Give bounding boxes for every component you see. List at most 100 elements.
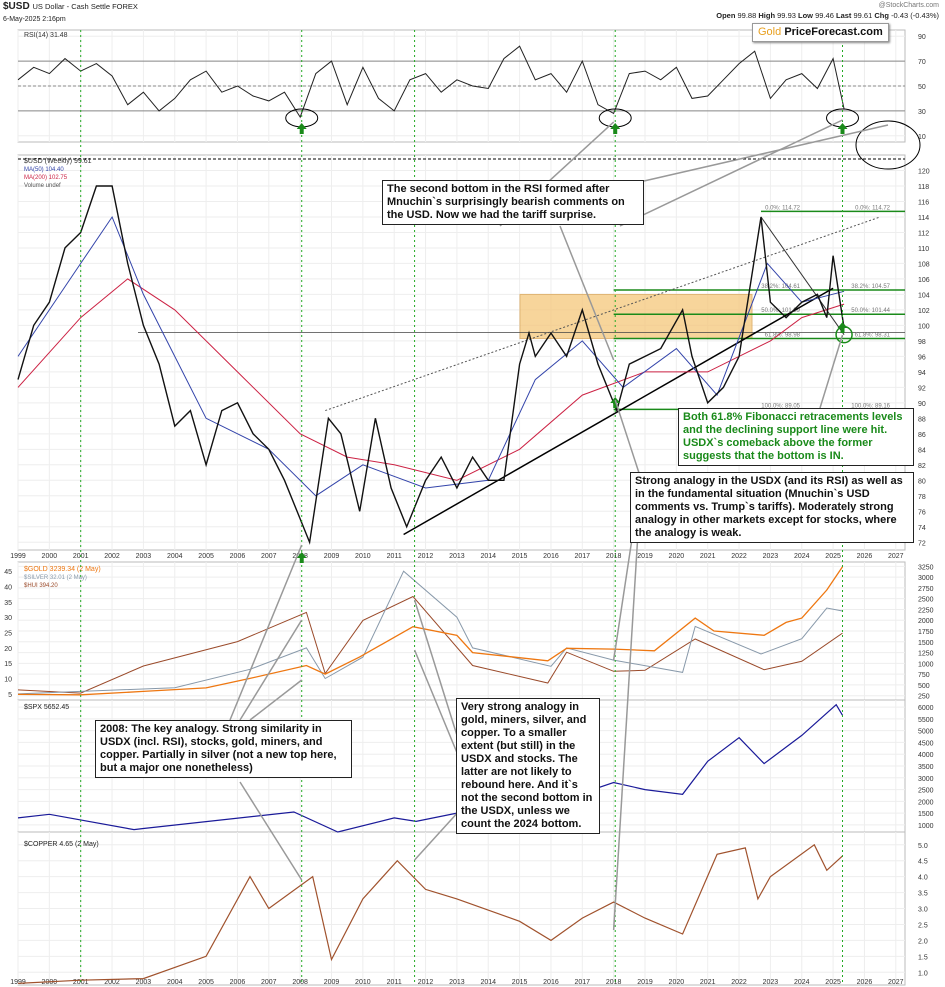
fibonacci-label: 0.0%: 114.72 [855, 205, 891, 211]
gold-tick-label: 2250 [918, 607, 934, 614]
copper-tick-label: 1.5 [918, 954, 928, 961]
copper-tick-label: 3.5 [918, 891, 928, 898]
usd-tick-label: 86 [918, 432, 926, 439]
copper-tick-label: 3.0 [918, 907, 928, 914]
usd-tick-label: 78 [918, 494, 926, 501]
copper-tick-label: 2.0 [918, 938, 928, 945]
copper-tick-label: 2.5 [918, 922, 928, 929]
x-tick-label: 2020 [669, 553, 685, 560]
silver-tick-label: 5 [8, 692, 12, 699]
rsi-line [17, 45, 845, 119]
x-tick-label-bottom: 2026 [857, 979, 873, 986]
usd-tick-label: 116 [918, 199, 929, 206]
x-tick-label-bottom: 2020 [669, 979, 685, 986]
usd-tick-label: 102 [918, 308, 930, 315]
legend-entry: RSI(14) 31.48 [24, 32, 68, 39]
source-credit: @StockCharts.com [878, 2, 939, 9]
fibonacci-label: 38.2%: 104.61 [761, 284, 800, 290]
silver-line [17, 570, 843, 695]
callout-line [239, 781, 303, 881]
x-tick-label: 2002 [104, 553, 120, 560]
x-tick-label: 2006 [230, 553, 246, 560]
x-tick-label-bottom: 2024 [794, 979, 810, 986]
logo: Gold PriceForecast.com [752, 23, 889, 42]
x-tick-label-bottom: 2022 [731, 979, 747, 986]
x-tick-label-bottom: 1999 [10, 979, 26, 986]
gold-tick-label: 1750 [918, 629, 934, 636]
usd-tick-label: 106 [918, 277, 930, 284]
x-tick-label-bottom: 2001 [73, 979, 89, 986]
silver-tick-label: 20 [4, 646, 12, 653]
up-arrow-icon [296, 123, 307, 134]
x-tick-label: 2011 [387, 553, 402, 560]
legend-entry: $HUI 394.20 [24, 583, 58, 589]
callout-line [239, 619, 303, 721]
x-tick-label-bottom: 2004 [167, 979, 183, 986]
usd-tick-label: 120 [918, 168, 930, 175]
fibonacci-label: 38.2%: 104.57 [851, 284, 890, 290]
x-tick-label: 2012 [418, 553, 434, 560]
usd-tick-label: 88 [918, 416, 926, 423]
gold-tick-label: 1000 [918, 661, 934, 668]
x-tick-label-bottom: 2021 [700, 979, 716, 986]
usd-tick-label: 110 [918, 246, 929, 253]
usd-tick-label: 98 [918, 339, 926, 346]
x-tick-label: 2019 [637, 553, 653, 560]
usd-tick-label: 92 [918, 385, 926, 392]
gold-tick-label: 1250 [918, 651, 934, 658]
x-tick-label: 2017 [575, 553, 591, 560]
usd-tick-label: 76 [918, 509, 926, 516]
annotation-rsi-bottom: The second bottom in the RSI formed afte… [382, 180, 644, 225]
x-tick-label: 2023 [763, 553, 779, 560]
usd-tick-label: 74 [918, 525, 926, 532]
usd-tick-label: 118 [918, 184, 929, 191]
fibonacci-label: 61.8%: 98.98 [765, 332, 801, 338]
annotation-2008: 2008: The key analogy. Strong similarity… [95, 720, 352, 778]
ohlc-readout: Open 99.88 High 99.93 Low 99.46 Last 99.… [716, 11, 939, 20]
fibonacci-label: 0.0%: 114.72 [765, 205, 801, 211]
copper-tick-label: 4.5 [918, 859, 928, 866]
timestamp: 6-May-2025 2:16pm [3, 16, 66, 23]
gold-line [17, 566, 844, 696]
x-tick-label-bottom: 2011 [387, 979, 402, 986]
annotation-fibonacci: Both 61.8% Fibonacci retracements levels… [678, 408, 914, 466]
fibonacci-label: 100.0%: 89.16 [851, 403, 890, 409]
usd-tick-label: 94 [918, 370, 926, 377]
gold-tick-label: 2500 [918, 597, 934, 604]
copper-tick-label: 1.0 [918, 970, 928, 977]
x-tick-label-bottom: 2016 [543, 979, 559, 986]
spx-tick-label: 6000 [918, 705, 934, 712]
up-arrow-icon [610, 123, 621, 134]
x-tick-label: 2021 [700, 553, 716, 560]
rsi-tick-label: 30 [918, 109, 926, 116]
x-tick-label: 2010 [355, 553, 371, 560]
rsi-tick-label: 70 [918, 59, 926, 66]
declining-resistance-line [760, 216, 845, 335]
usd-tick-label: 112 [918, 230, 929, 237]
usd-tick-label: 82 [918, 463, 926, 470]
legend-entry: $COPPER 4.65 (2 May) [24, 841, 99, 848]
x-tick-label: 2003 [136, 553, 152, 560]
fibonacci-label: 50.0%: 101.44 [851, 308, 890, 314]
callout-line [249, 679, 303, 721]
x-tick-label-bottom: 2003 [136, 979, 152, 986]
usd-tick-label: 90 [918, 401, 926, 408]
copper-tick-label: 5.0 [918, 843, 928, 850]
x-tick-label-bottom: 2010 [355, 979, 371, 986]
x-tick-label: 2016 [543, 553, 559, 560]
x-tick-label-bottom: 2013 [449, 979, 465, 986]
x-tick-label: 2009 [324, 553, 340, 560]
dotted-trendline [325, 216, 881, 412]
x-tick-label: 2024 [794, 553, 810, 560]
x-tick-label-bottom: 2007 [261, 979, 277, 986]
callout-line [614, 399, 641, 477]
x-tick-label-bottom: 2008 [292, 979, 308, 986]
rsi-tick-label: 10 [918, 134, 926, 141]
up-arrow-icon [837, 123, 848, 134]
x-tick-label-bottom: 2006 [230, 979, 246, 986]
gold-tick-label: 250 [918, 694, 930, 701]
silver-tick-label: 15 [4, 661, 12, 668]
x-tick-label-bottom: 2017 [575, 979, 591, 986]
silver-tick-label: 35 [4, 600, 12, 607]
